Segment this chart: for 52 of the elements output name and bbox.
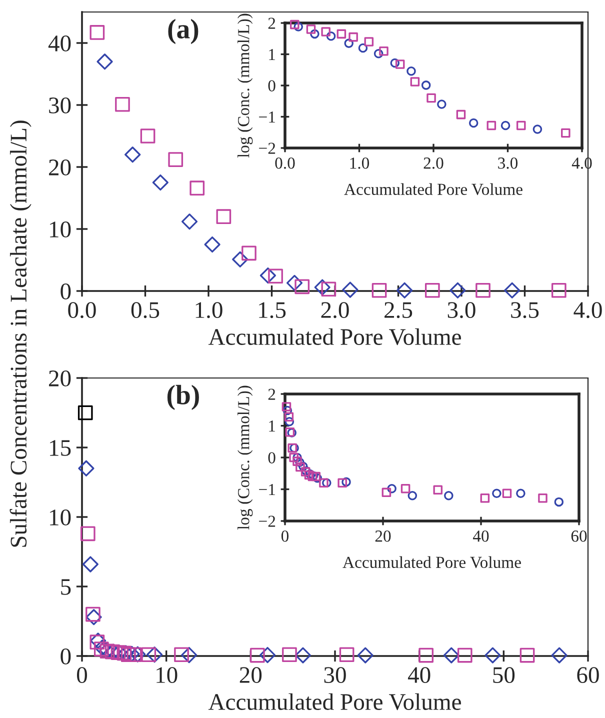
y-axis-title: log (Conc. (mmol/L)) <box>238 386 253 530</box>
x-tick-label: 0 <box>76 667 88 684</box>
x-tick-label: 10 <box>156 667 178 684</box>
y-tick-label: 1 <box>269 420 275 432</box>
x-tick-label: 60 <box>577 667 599 684</box>
x-tick-label: 3.0 <box>448 302 476 318</box>
y-tick-label: 1 <box>269 49 275 60</box>
x-tick-label: 20 <box>375 530 391 542</box>
y-tick-label: 15 <box>50 440 71 456</box>
x-axis-title: Accumulated Pore Volume <box>208 328 461 346</box>
x-tick-label: 60 <box>571 530 587 542</box>
x-tick-label: 50 <box>493 667 515 684</box>
x-tick-label: 2.0 <box>424 158 444 169</box>
y-tick-label: 10 <box>50 221 71 238</box>
x-tick-label: 30 <box>324 667 346 684</box>
y-axis-title: log (Conc. (mmol/L)) <box>238 14 253 158</box>
y-tick-label: 2 <box>268 18 276 29</box>
y-tick-label: 0 <box>268 452 276 464</box>
y-tick-label: 40 <box>48 35 71 52</box>
x-axis-title: Accumulated Pore Volume <box>208 693 461 710</box>
x-tick-label: 40 <box>472 530 489 542</box>
y-tick-label: 30 <box>49 97 71 114</box>
x-tick-label: 0.0 <box>68 302 96 318</box>
y-tick-label: 0 <box>60 648 71 664</box>
y-tick-label: −1 <box>259 484 275 496</box>
x-tick-label: 0 <box>281 530 289 542</box>
x-tick-label: 0.0 <box>275 158 295 169</box>
y-tick-label: 0 <box>60 283 71 300</box>
chart-title: (b) <box>167 384 199 410</box>
x-tick-label: 1.0 <box>196 302 222 318</box>
y-tick-label: −2 <box>259 142 276 154</box>
x-tick-label: 4.0 <box>574 302 602 318</box>
x-tick-label: 0.5 <box>131 302 160 318</box>
y-tick-label: −1 <box>259 112 275 123</box>
y-tick-label: 0 <box>268 80 276 92</box>
x-tick-label: 1.5 <box>259 302 286 318</box>
x-axis-title: Accumulated Pore Volume <box>342 556 521 568</box>
x-tick-label: 20 <box>240 667 262 684</box>
y-axis-title: Sulfate Concentrations in Leachate (mmol/L) <box>10 120 32 547</box>
x-axis-title: Accumulated Pore Volume <box>344 183 522 196</box>
chart-title: (a) <box>168 18 198 44</box>
x-tick-label: 2.5 <box>384 302 412 318</box>
y-tick-label: 10 <box>50 509 71 526</box>
x-tick-label: 1.0 <box>350 158 370 169</box>
y-tick-label: 20 <box>49 370 71 386</box>
x-tick-label: 3.0 <box>498 158 518 169</box>
x-tick-label: 40 <box>408 667 430 684</box>
x-tick-label: 2.0 <box>321 302 349 318</box>
y-tick-label: −2 <box>259 516 276 527</box>
y-tick-label: 5 <box>61 579 71 595</box>
x-tick-label: 3.5 <box>511 302 539 318</box>
y-tick-label: 2 <box>268 388 276 400</box>
